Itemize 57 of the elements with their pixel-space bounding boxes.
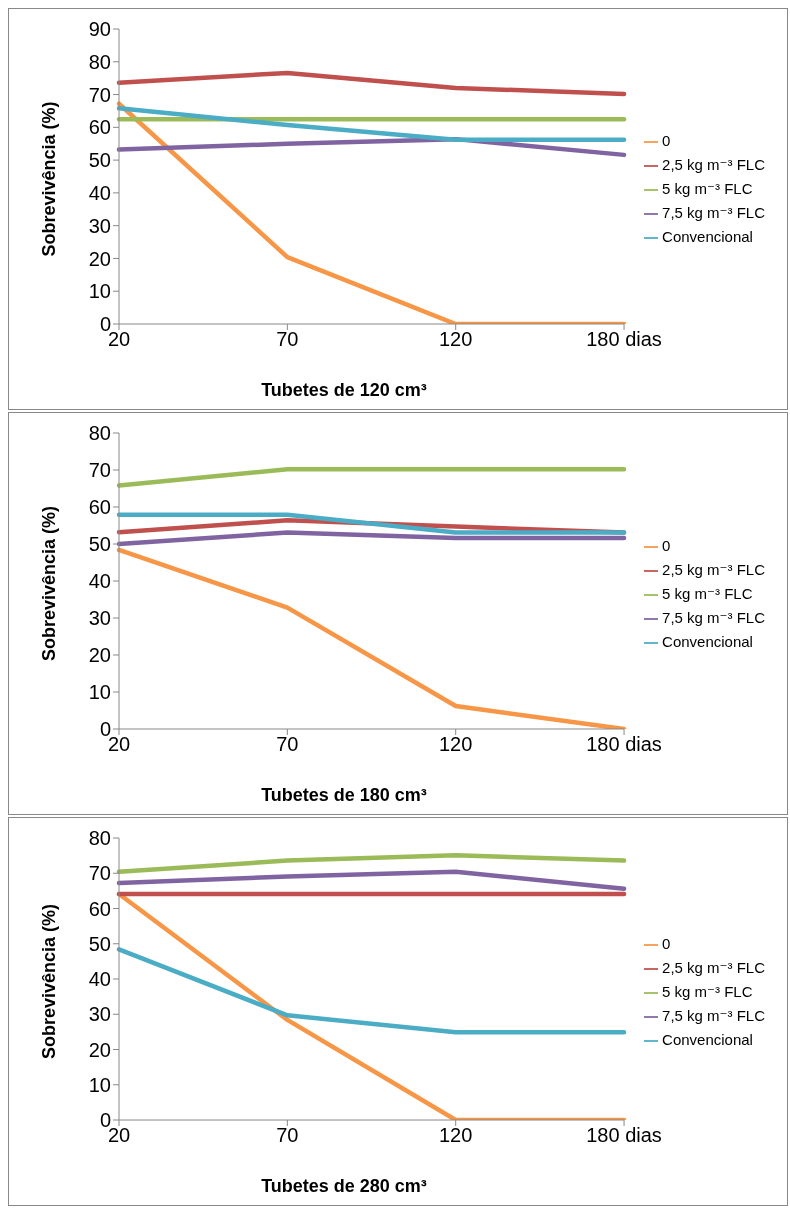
x-axis-title: Tubetes de 280 cm³ [260,1176,428,1197]
x-tick-label: 120 [439,1124,473,1147]
y-tick-label: 40 [88,570,111,593]
y-tick-label: 60 [88,897,111,920]
legend-label: 2,5 kg m⁻³ FLC [662,560,765,578]
legend-label: 2,5 kg m⁻³ FLC [662,156,765,173]
y-axis-title: Sobrevivência (%) [39,101,60,257]
y-tick-label: 10 [88,280,111,303]
y-tick-label: 50 [88,932,111,955]
legend-label: 7,5 kg m⁻³ FLC [662,1006,765,1024]
legend-label: Convencional [662,228,753,245]
legend-label: 7,5 kg m⁻³ FLC [662,204,765,221]
legend-label: 7,5 kg m⁻³ FLC [662,608,765,626]
legend-label: 5 kg m⁻³ FLC [662,982,753,1000]
line-series [116,869,627,892]
y-tick-label: 30 [88,1003,111,1026]
y-tick-label: 10 [88,681,111,704]
x-axis-title: Tubetes de 180 cm³ [260,785,428,806]
legend-label: 0 [662,132,671,149]
y-tick-label: 70 [88,83,111,106]
y-tick-label: 30 [88,607,111,630]
y-tick-label: 80 [88,50,111,73]
y-tick-label: 20 [88,247,111,270]
y-tick-label: 80 [88,422,111,445]
legend-label: 0 [662,934,671,952]
x-axis-title: Tubetes de 120 cm³ [260,380,428,401]
y-tick-label: 20 [88,1038,111,1061]
y-tick-label: 20 [88,644,111,667]
y-tick-label: 30 [88,214,111,237]
x-tick-label: 180 dias [586,328,662,351]
y-tick-label: 70 [88,459,111,482]
x-tick-label: 180 dias [586,1124,662,1147]
y-tick-label: 70 [88,862,111,885]
legend-label: 5 kg m⁻³ FLC [662,180,753,197]
legend-label: Convencional [662,1030,753,1048]
line-series [116,70,627,97]
y-tick-label: 90 [88,18,111,41]
x-tick-label: 180 dias [586,733,662,756]
y-tick-label: 50 [88,533,111,556]
legend-label: 0 [662,536,671,554]
x-tick-label: 120 [439,328,473,351]
y-tick-label: 40 [88,968,111,991]
y-tick-label: 60 [88,116,111,139]
y-tick-label: 50 [88,149,111,172]
y-tick-label: 40 [88,181,111,204]
legend-label: Convencional [662,632,753,650]
x-tick-label: 70 [276,328,299,351]
x-tick-label: 70 [276,733,299,756]
x-tick-label: 120 [439,733,473,756]
x-tick-label: 70 [276,1124,299,1147]
legend-label: 5 kg m⁻³ FLC [662,584,753,602]
y-axis-title: Sobrevivência (%) [39,903,60,1059]
y-axis-title: Sobrevivência (%) [39,505,60,661]
y-tick-label: 60 [88,496,111,519]
y-tick-label: 80 [88,827,111,850]
y-tick-label: 10 [88,1073,111,1096]
legend-label: 2,5 kg m⁻³ FLC [662,958,765,976]
